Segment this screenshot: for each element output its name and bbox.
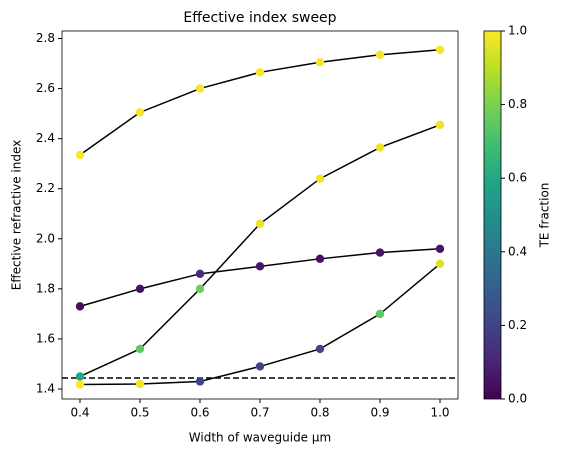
point — [255, 219, 265, 228]
colorbar-tick-label: 0.6 — [508, 171, 527, 185]
point — [195, 377, 205, 386]
point — [135, 344, 145, 354]
colorbar-label: TE fraction — [538, 183, 552, 249]
point — [195, 84, 205, 93]
point — [375, 143, 385, 152]
x-tick-label: 0.6 — [190, 406, 209, 420]
colorbar-tick-label: 0.4 — [508, 244, 527, 258]
point — [435, 45, 445, 54]
point — [375, 50, 385, 59]
x-tick-label: 1.0 — [430, 406, 449, 420]
point — [315, 254, 325, 264]
point — [75, 302, 85, 311]
colorbar-tick-label: 0.8 — [508, 97, 527, 111]
point — [75, 380, 85, 389]
chart-title: Effective index sweep — [183, 10, 336, 26]
x-tick-label: 0.7 — [250, 406, 269, 420]
y-tick-label: 2.2 — [36, 181, 55, 195]
y-tick-label: 2.4 — [36, 131, 55, 145]
point — [315, 174, 325, 183]
point — [195, 269, 205, 279]
x-tick-label: 0.8 — [310, 406, 329, 420]
y-tick-label: 2.8 — [36, 31, 55, 45]
point — [135, 284, 145, 294]
point — [135, 108, 145, 117]
plot-frame — [61, 30, 459, 400]
point — [255, 262, 265, 271]
point — [75, 372, 85, 381]
mode-line — [79, 248, 441, 308]
point — [255, 68, 265, 77]
point — [435, 120, 445, 130]
y-tick-label: 2.6 — [36, 81, 55, 95]
point — [315, 58, 325, 67]
mode-line — [79, 49, 441, 156]
point — [315, 344, 325, 354]
colorbar — [483, 30, 502, 400]
point — [195, 284, 205, 294]
point — [435, 244, 445, 253]
y-tick-label: 1.4 — [36, 381, 55, 395]
y-tick-label: 2.0 — [36, 231, 55, 245]
x-tick-label: 0.9 — [370, 406, 389, 420]
y-tick-label: 1.8 — [36, 281, 55, 295]
point — [135, 379, 145, 389]
point — [375, 248, 385, 257]
x-axis-label: Width of waveguide µm — [189, 431, 331, 445]
x-tick-label: 0.5 — [130, 406, 149, 420]
y-tick-label: 1.6 — [36, 331, 55, 345]
point — [375, 309, 385, 319]
colorbar-tick-label: 1.0 — [508, 24, 527, 38]
mode-line — [79, 124, 441, 378]
y-axis-label: Effective refractive index — [10, 140, 24, 291]
x-tick-label: 0.4 — [70, 406, 89, 420]
point — [75, 150, 85, 160]
colorbar-tick-label: 0.0 — [508, 392, 527, 406]
point — [435, 259, 445, 269]
point — [255, 362, 265, 371]
colorbar-tick-label: 0.2 — [508, 318, 527, 332]
